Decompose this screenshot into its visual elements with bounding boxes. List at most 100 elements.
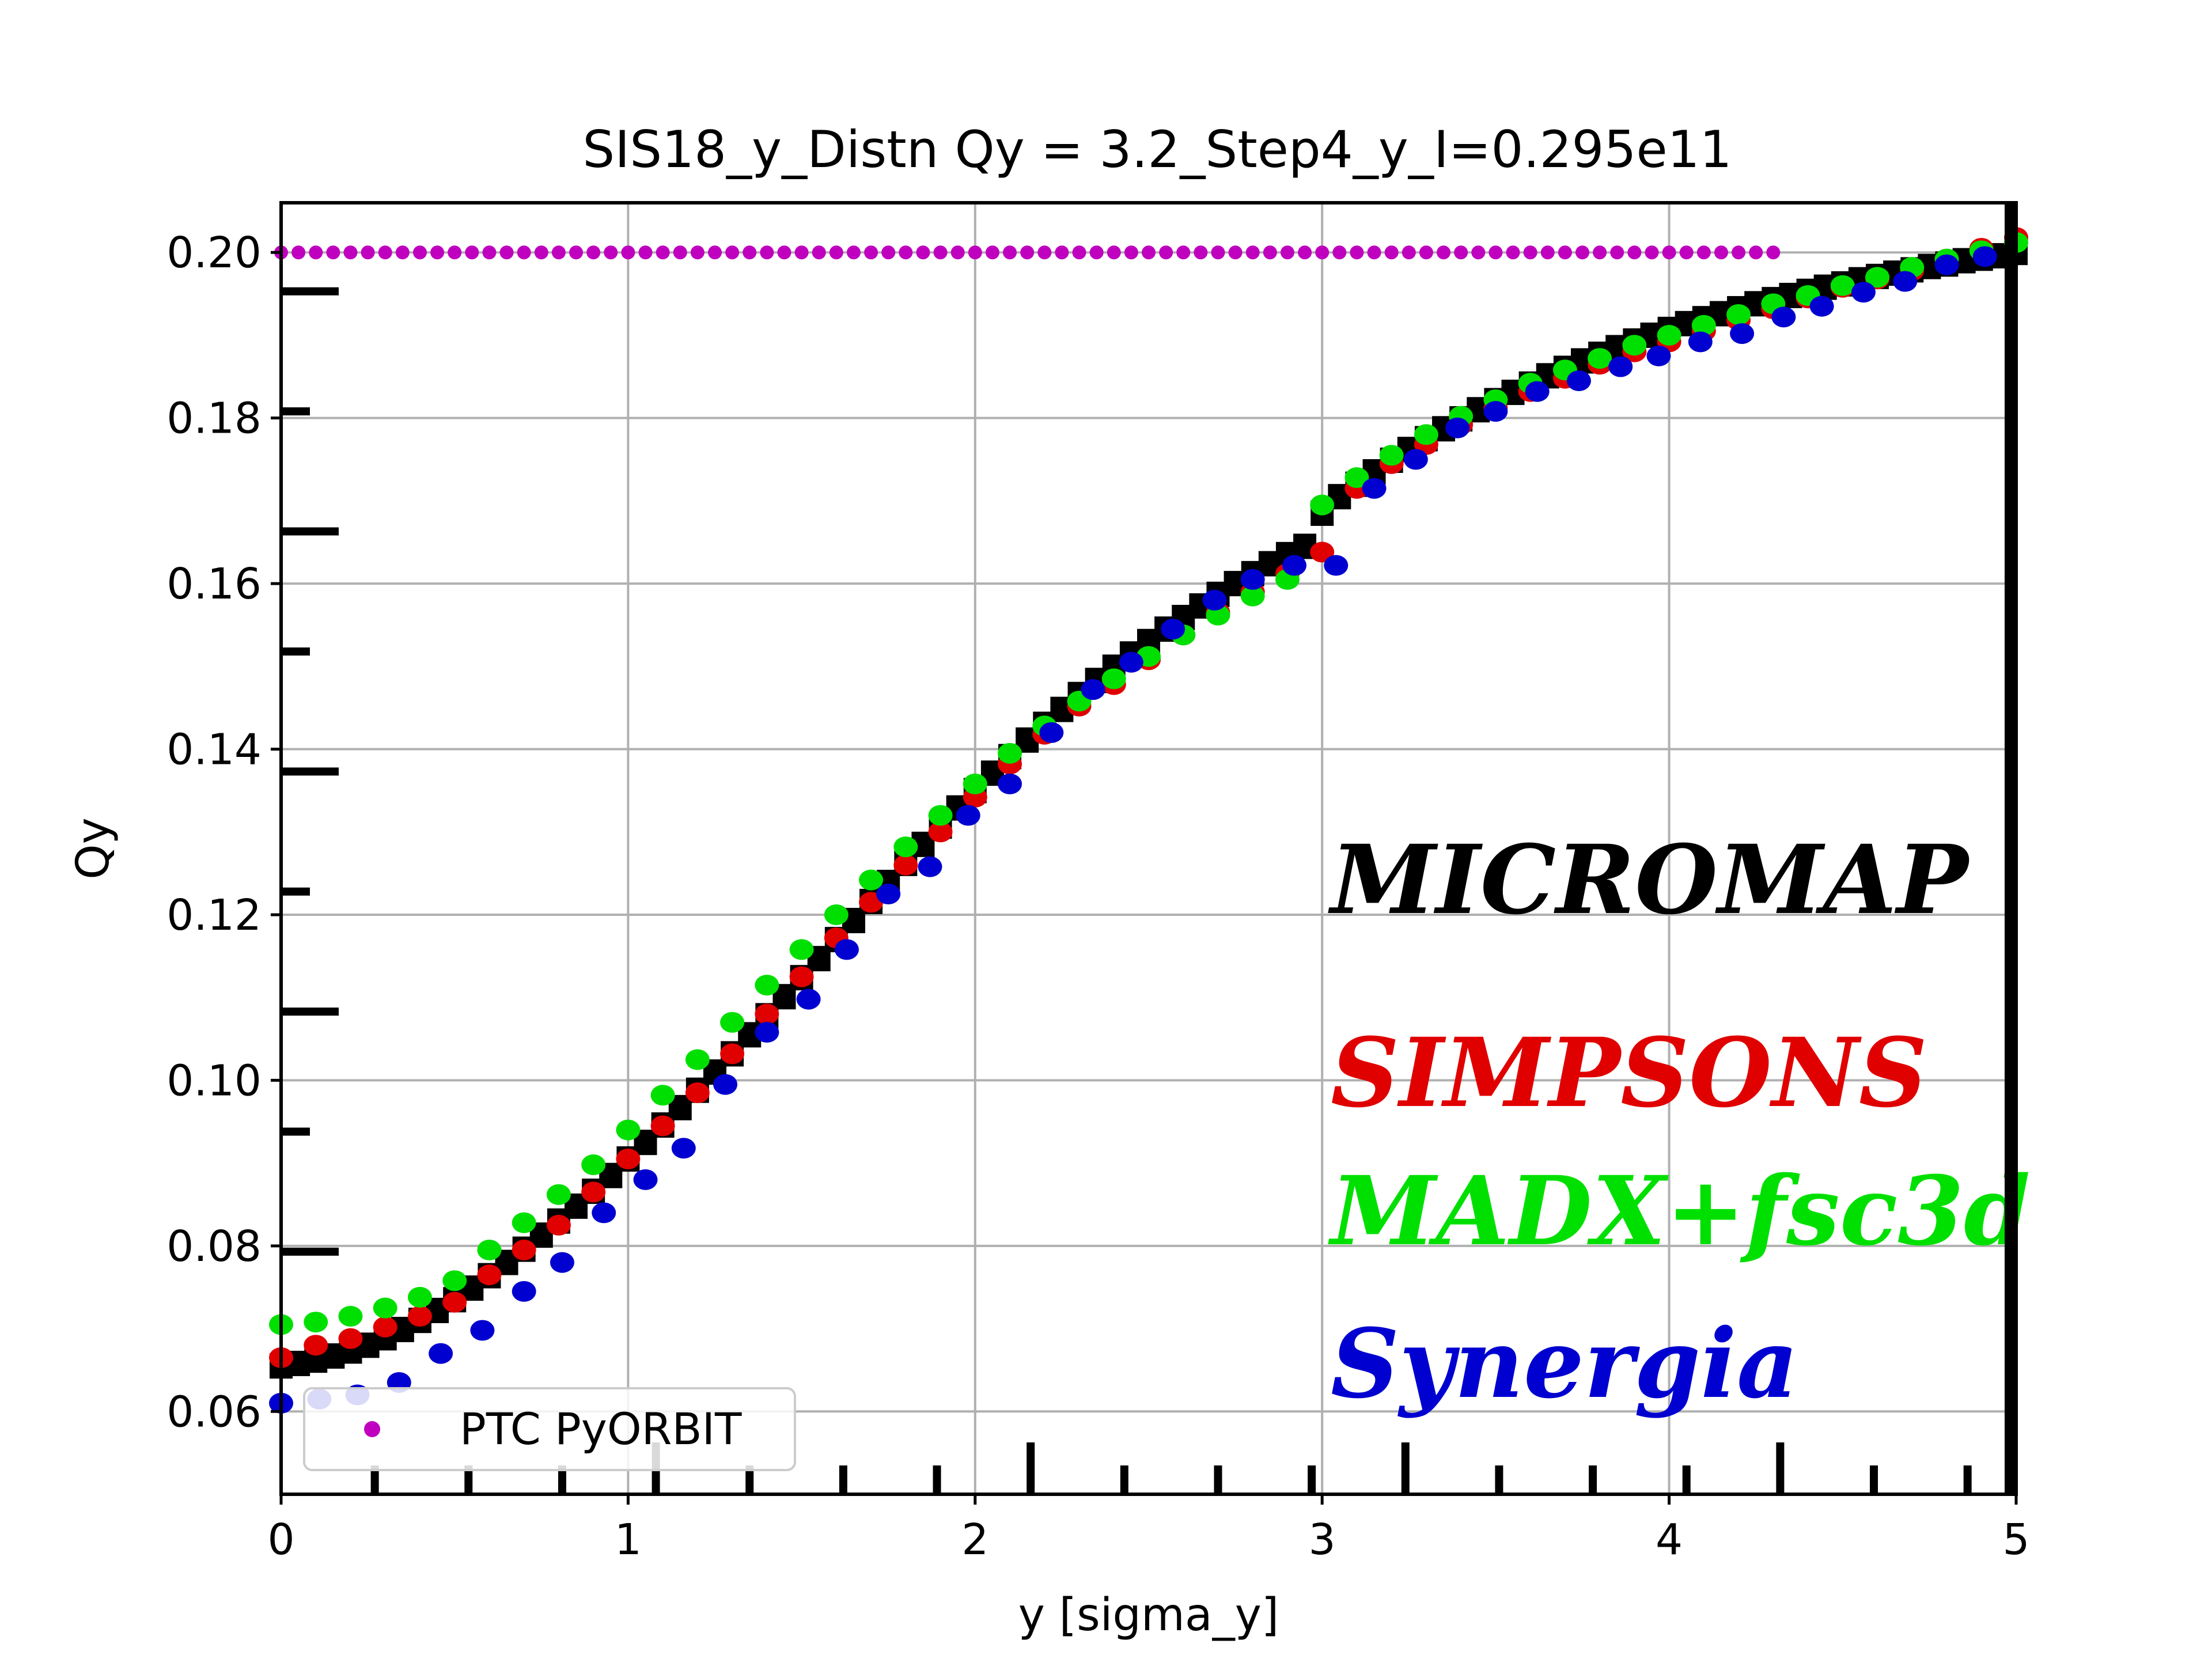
data-point — [470, 1320, 495, 1341]
data-point — [708, 245, 722, 260]
overlay-label-micromap: MICROMAP — [1328, 824, 1971, 935]
data-point — [1483, 401, 1508, 422]
data-point — [1566, 370, 1591, 391]
data-point — [1089, 245, 1104, 260]
data-point — [1454, 245, 1468, 260]
data-point — [1691, 315, 1716, 336]
data-point — [592, 1202, 616, 1224]
data-point — [1645, 245, 1659, 260]
data-point — [621, 245, 635, 260]
data-point — [1558, 245, 1572, 260]
overlay-label-madx-fsc3d: MADX+fsc3d — [1328, 1155, 2031, 1267]
data-point — [1101, 668, 1126, 690]
data-point — [373, 1297, 397, 1319]
x-tick-label: 3 — [1309, 1515, 1336, 1565]
data-point — [1523, 245, 1537, 260]
data-point — [1315, 245, 1330, 260]
data-point — [638, 245, 653, 260]
data-point — [1350, 245, 1364, 260]
data-point — [1657, 324, 1681, 346]
data-point — [1540, 245, 1555, 260]
legend-marker — [364, 1421, 380, 1437]
data-point — [546, 1184, 571, 1205]
data-point — [1771, 306, 1796, 328]
data-point — [1280, 245, 1294, 260]
data-point — [713, 1074, 738, 1095]
data-point — [1575, 245, 1589, 260]
data-point — [881, 245, 896, 260]
data-point — [789, 939, 814, 960]
data-point — [950, 245, 965, 260]
data-point — [1119, 652, 1143, 673]
data-point — [1627, 245, 1642, 260]
data-point — [933, 245, 948, 260]
data-point — [760, 245, 774, 260]
data-point — [755, 1022, 779, 1043]
data-point — [477, 1240, 502, 1261]
y-tick-label: 0.20 — [166, 228, 262, 278]
data-point — [1749, 245, 1763, 260]
data-point — [1202, 589, 1227, 611]
data-point — [517, 245, 531, 260]
data-point — [725, 245, 740, 260]
data-point — [1362, 478, 1387, 499]
data-point — [876, 884, 901, 905]
data-point — [442, 1291, 467, 1313]
data-point — [985, 245, 999, 260]
data-point — [1020, 245, 1035, 260]
data-point — [512, 1240, 536, 1261]
data-point — [1402, 245, 1416, 260]
data-point — [1176, 245, 1191, 260]
data-point — [338, 1328, 363, 1349]
data-point — [1588, 348, 1612, 369]
data-point — [794, 245, 809, 260]
data-point — [1384, 245, 1399, 260]
data-point — [656, 245, 670, 260]
data-point — [1310, 541, 1335, 563]
data-point — [1367, 245, 1381, 260]
data-point — [1732, 245, 1746, 260]
data-point — [1766, 245, 1781, 260]
data-point — [1142, 245, 1156, 260]
data-point — [1124, 245, 1138, 260]
data-point — [829, 245, 843, 260]
data-point — [998, 773, 1022, 794]
data-point — [1679, 245, 1694, 260]
data-point — [1039, 722, 1064, 743]
data-point — [304, 1335, 328, 1356]
data-point — [1593, 245, 1607, 260]
overlay-label-simpsons: SIMPSONS — [1331, 1017, 1927, 1128]
data-point — [569, 245, 584, 260]
data-point — [1934, 254, 1959, 275]
data-point — [1332, 245, 1347, 260]
y-tick-label: 0.08 — [166, 1222, 262, 1271]
y-tick-label: 0.18 — [166, 394, 262, 444]
data-point — [407, 1286, 432, 1308]
data-point — [1688, 331, 1713, 353]
data-point — [1830, 275, 1855, 296]
data-point — [604, 245, 618, 260]
x-tick-label: 5 — [2002, 1515, 2029, 1565]
data-point — [1471, 245, 1486, 260]
data-point — [534, 245, 548, 260]
data-point — [1419, 245, 1433, 260]
data-point — [1194, 245, 1208, 260]
data-point — [918, 856, 942, 877]
x-tick-label: 4 — [1656, 1515, 1683, 1565]
data-point — [1525, 381, 1550, 402]
data-point — [430, 245, 445, 260]
data-point — [1263, 245, 1277, 260]
data-point — [586, 245, 601, 260]
data-point — [1240, 569, 1265, 590]
y-tick-label: 0.12 — [166, 891, 262, 940]
data-point — [1714, 245, 1728, 260]
data-point — [1324, 555, 1349, 576]
data-point — [899, 245, 913, 260]
data-point — [1403, 449, 1428, 470]
data-point — [546, 1214, 571, 1236]
data-point — [685, 1082, 710, 1103]
data-point — [690, 245, 704, 260]
data-point — [859, 869, 884, 891]
y-axis-label: Qy — [67, 817, 119, 880]
data-point — [512, 1281, 536, 1302]
